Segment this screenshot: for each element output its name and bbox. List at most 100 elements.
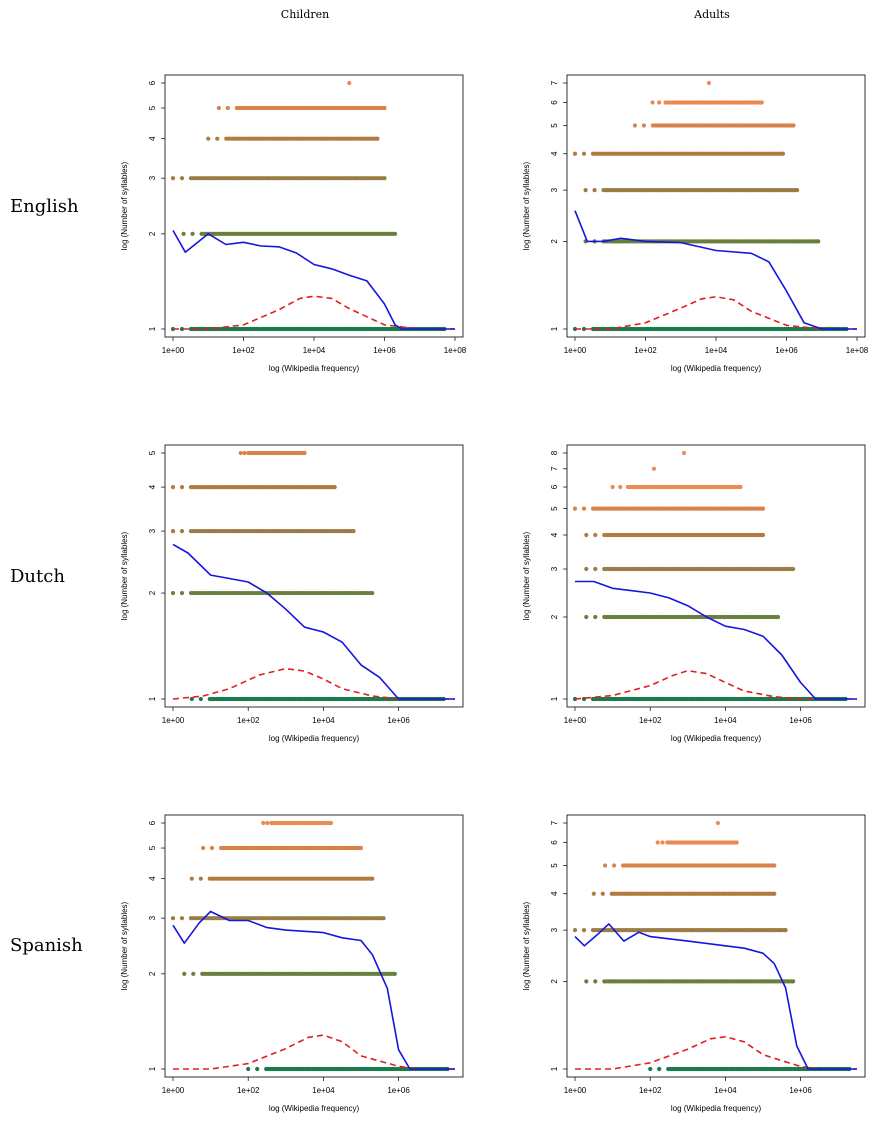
y-tick-label: 3 [148, 528, 157, 533]
data-point [791, 123, 796, 128]
data-point [392, 971, 397, 976]
data-point [200, 845, 206, 851]
y-tick-label: 7 [550, 80, 559, 85]
x-tick-label: 1e+04 [312, 1086, 335, 1095]
syllable-band-3 [170, 528, 356, 534]
data-point [206, 136, 211, 141]
syllable-band-2 [181, 231, 398, 236]
y-tick-label: 3 [148, 175, 157, 180]
chart-panel-english-children: 1e+00 1e+02 1e+04 1e+06 1e+08 log (Wikipedia … [120, 74, 467, 373]
data-point [182, 971, 187, 976]
data-point [581, 326, 587, 332]
y-axis-label: log (Number of syllables) [522, 531, 531, 620]
y-axis-label: log (Number of syllables) [120, 901, 129, 990]
x-tick-label: 1e+02 [232, 346, 255, 355]
data-point [790, 566, 796, 572]
data-point [381, 916, 386, 921]
x-tick-label: 1e+02 [639, 716, 662, 725]
syllable-band-4 [170, 485, 337, 490]
x-axis: 1e+00 1e+02 1e+04 1e+06 1e+08 [564, 337, 869, 355]
y-tick-label: 4 [148, 484, 157, 489]
y-tick-label: 3 [148, 915, 157, 920]
y-tick-label: 2 [550, 614, 559, 619]
y-tick-label: 6 [550, 484, 559, 489]
data-point [170, 485, 176, 490]
y-tick-label: 3 [550, 927, 559, 932]
data-point [181, 231, 186, 236]
data-point [198, 696, 203, 702]
data-point [760, 532, 766, 538]
data-point [382, 176, 387, 181]
x-tick-label: 1e+06 [387, 716, 410, 725]
data-point [572, 151, 578, 156]
data-point [632, 123, 638, 128]
data-point [190, 231, 195, 236]
y-tick-label: 5 [148, 450, 157, 455]
y-tick-label: 1 [148, 1066, 157, 1071]
data-point [591, 891, 596, 896]
y-tick-label: 4 [550, 891, 559, 896]
y-tick-label: 1 [550, 1066, 559, 1071]
data-point [681, 450, 687, 456]
syllable-band-6 [347, 80, 352, 86]
data-point [593, 532, 598, 538]
syllable-band-1 [246, 1066, 450, 1072]
data-point [189, 876, 194, 881]
data-point [593, 566, 598, 572]
x-tick-label: 1e+02 [634, 346, 657, 355]
loess-curve [574, 923, 857, 1070]
data-point [351, 528, 356, 534]
syllable-band-7 [706, 80, 712, 86]
data-point [660, 840, 665, 845]
y-tick-label: 2 [550, 239, 559, 244]
data-point [581, 506, 587, 511]
data-point [179, 485, 185, 490]
x-tick-label: 1e+06 [373, 346, 396, 355]
x-tick-label: 1e+00 [564, 1086, 587, 1095]
x-tick-label: 1e+06 [775, 346, 798, 355]
data-point [370, 876, 375, 881]
data-point [191, 971, 196, 976]
data-point [655, 840, 660, 845]
syllable-band-2 [182, 971, 397, 976]
y-axis: 1 2 3 4 5 [148, 450, 165, 701]
x-tick-label: 1e+00 [564, 346, 587, 355]
x-axis: 1e+00 1e+02 1e+04 1e+06 [564, 707, 812, 725]
x-axis-label: log (Wikipedia frequency) [269, 734, 360, 743]
data-point [302, 450, 307, 456]
data-point [328, 820, 334, 826]
loess-curve [574, 210, 857, 330]
syllable-band-5 [238, 450, 307, 456]
y-tick-label: 3 [550, 187, 559, 192]
chart-panels: 1e+00 1e+02 1e+04 1e+06 1e+08 log (Wikipedia … [120, 74, 869, 1113]
data-point [584, 979, 589, 984]
density-curve [172, 667, 455, 700]
syllable-band-6 [610, 484, 743, 490]
data-point [651, 466, 657, 471]
chart-panel-spanish-adults: 1e+00 1e+02 1e+04 1e+06 log (Wikipedia frequ… [522, 814, 866, 1113]
y-tick-label: 1 [550, 326, 559, 331]
data-point [581, 151, 587, 156]
data-point [593, 979, 598, 984]
data-point [375, 136, 380, 141]
data-point [246, 1066, 251, 1072]
data-point [759, 100, 764, 105]
y-tick-label: 2 [148, 231, 157, 236]
data-point [179, 176, 185, 181]
data-point [581, 928, 587, 933]
data-point [347, 80, 352, 86]
syllable-band-4 [189, 876, 375, 881]
density-curve [173, 295, 455, 330]
data-point [650, 100, 655, 105]
syllable-band-8 [681, 450, 687, 456]
x-tick-label: 1e+02 [237, 1086, 260, 1095]
density-curve [575, 295, 857, 330]
data-point [593, 614, 598, 620]
data-point [584, 614, 589, 620]
data-point [261, 820, 266, 826]
syllable-band-1 [648, 1066, 852, 1072]
data-point [179, 528, 185, 534]
x-axis: 1e+00 1e+02 1e+04 1e+06 1e+08 [162, 337, 467, 355]
y-tick-label: 7 [550, 820, 559, 825]
